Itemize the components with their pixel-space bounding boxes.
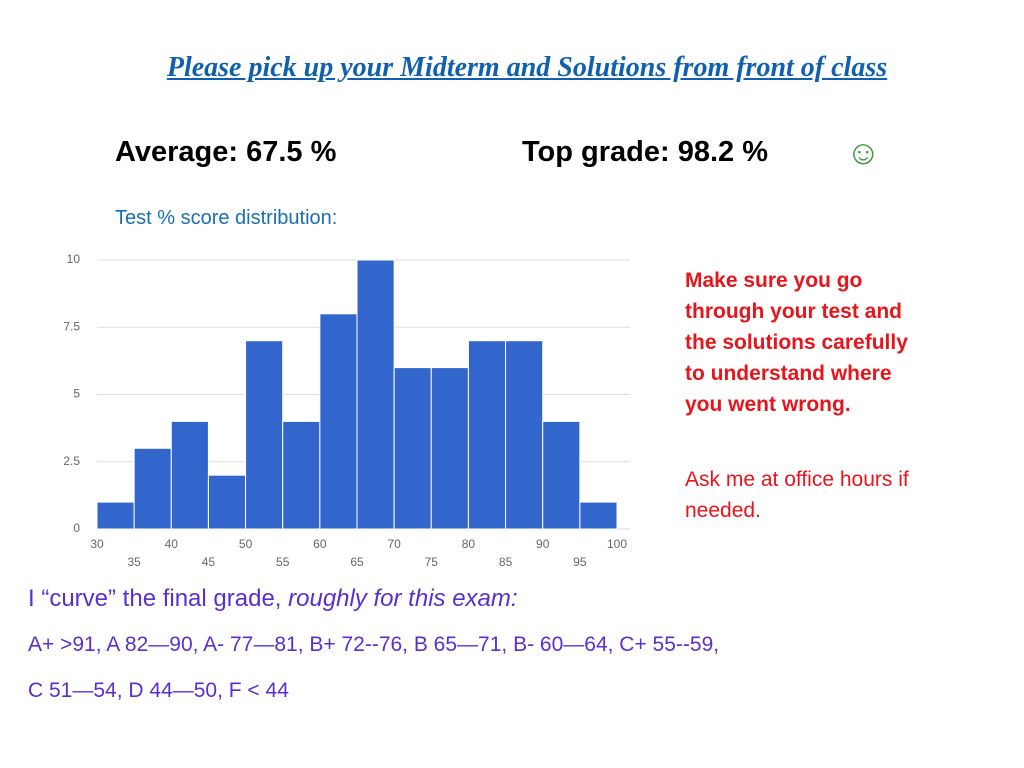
x-tick-label: 75 bbox=[425, 555, 439, 569]
bar bbox=[96, 501, 135, 530]
x-tick-label: 95 bbox=[573, 555, 587, 569]
bar bbox=[505, 340, 544, 530]
x-tick-label: 65 bbox=[350, 555, 364, 569]
smiley: ☺ bbox=[846, 134, 881, 172]
y-tick-label: 10 bbox=[67, 252, 81, 266]
x-tick-label: 30 bbox=[90, 537, 104, 551]
average: Average: 67.5 % bbox=[115, 136, 337, 168]
ask-note: Ask me at office hours if needed. bbox=[685, 468, 909, 522]
y-tick-label: 7.5 bbox=[63, 319, 80, 333]
x-tick-label: 40 bbox=[165, 537, 179, 551]
y-tick-label: 2.5 bbox=[63, 454, 80, 468]
x-tick-label: 90 bbox=[536, 537, 550, 551]
bar bbox=[542, 420, 581, 530]
y-tick-label: 5 bbox=[73, 387, 80, 401]
bar bbox=[319, 313, 358, 530]
x-tick-label: 35 bbox=[127, 555, 141, 569]
grade-line: A+ >91, A 82—90, A- 77—81, B+ 72--76, B … bbox=[28, 633, 720, 656]
bar bbox=[207, 474, 247, 530]
bar bbox=[430, 367, 469, 530]
x-tick-label: 45 bbox=[202, 555, 216, 569]
y-tick-label: 0 bbox=[73, 521, 80, 535]
bar bbox=[467, 340, 507, 530]
curve-intro: I “curve” the final grade, roughly for t… bbox=[28, 585, 518, 613]
bar bbox=[393, 367, 432, 530]
x-tick-label: 85 bbox=[499, 555, 513, 569]
top-grade: Top grade: 98.2 % bbox=[522, 136, 769, 168]
x-tick-label: 50 bbox=[239, 537, 253, 551]
x-tick-label: 100 bbox=[607, 537, 627, 551]
bar bbox=[170, 420, 209, 530]
bar bbox=[356, 259, 395, 530]
bar bbox=[245, 340, 284, 530]
bar bbox=[282, 420, 321, 530]
chart-title: Test % score distribution: bbox=[115, 207, 338, 229]
curve-intro-text: I “curve” the final grade, bbox=[28, 585, 282, 612]
x-tick-label: 80 bbox=[462, 537, 476, 551]
warning-note: Make sure you go through your test and t… bbox=[685, 269, 908, 416]
x-tick-label: 60 bbox=[313, 537, 327, 551]
slide-title: Please pick up your Midterm and Solution… bbox=[166, 52, 888, 83]
bar bbox=[133, 447, 172, 530]
curve-intro-italic: roughly for this exam: bbox=[288, 585, 518, 612]
x-tick-label: 70 bbox=[387, 537, 401, 551]
grade-line: C 51—54, D 44—50, F < 44 bbox=[28, 679, 289, 702]
bar bbox=[579, 501, 618, 530]
x-tick-label: 55 bbox=[276, 555, 290, 569]
